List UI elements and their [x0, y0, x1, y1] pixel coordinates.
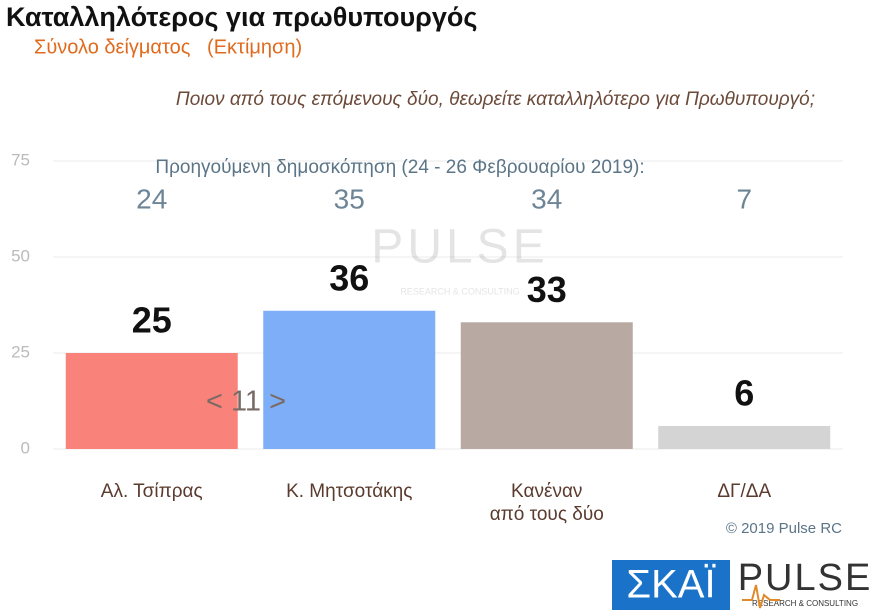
pulse-logo-wave: [742, 584, 780, 609]
y-tick-label: 0: [21, 438, 30, 457]
bar: [658, 425, 831, 449]
y-tick-label: 50: [11, 246, 30, 265]
watermark: PULSE RESEARCH & CONSULTING: [371, 221, 548, 297]
value-label: 33: [527, 269, 567, 310]
copyright: © 2019 Pulse RC: [726, 520, 842, 537]
previous-value: 7: [736, 183, 752, 214]
pulse-logo-text: PULSE: [738, 557, 873, 599]
x-tick-label: Αλ. Τσίπρας: [100, 481, 203, 502]
watermark-tagline: RESEARCH & CONSULTING: [400, 286, 519, 296]
x-tick-label: Κ. Μητσοτάκης: [286, 481, 413, 502]
x-tick-label: Κανέναν από τους δύο: [489, 481, 604, 525]
y-tick-label: 25: [11, 342, 30, 361]
previous-label: Προηγούμενη δημοσκόπηση (24 - 26 Φεβρουα…: [155, 157, 644, 178]
pulse-logo-tagline: RESEARCH & CONSULTING: [752, 599, 858, 608]
value-label: 36: [329, 257, 369, 298]
bar: [65, 353, 238, 449]
value-label: 25: [132, 300, 172, 341]
previous-value: 35: [334, 183, 365, 214]
previous-value: 34: [531, 183, 562, 214]
y-tick-label: 75: [11, 150, 30, 169]
bar: [263, 310, 436, 449]
skai-logo-text: ΣΚΑΪ: [626, 563, 716, 607]
watermark-text: PULSE: [371, 221, 548, 274]
annotation: < 11 >: [206, 386, 286, 418]
question: Ποιον από τους επόμενους δύο, θεωρείτε κ…: [176, 89, 815, 110]
skai-logo: [612, 560, 730, 610]
bar: [460, 322, 633, 449]
x-tick-label: ΔΓ/ΔΑ: [717, 481, 772, 502]
value-label: 6: [734, 372, 754, 413]
chart-subtitle: Σύνολο δείγματος (Εκτίμηση): [34, 36, 302, 58]
chart-title: Καταλληλότερος για πρωθυπουργός: [6, 2, 477, 32]
previous-value: 24: [136, 183, 167, 214]
